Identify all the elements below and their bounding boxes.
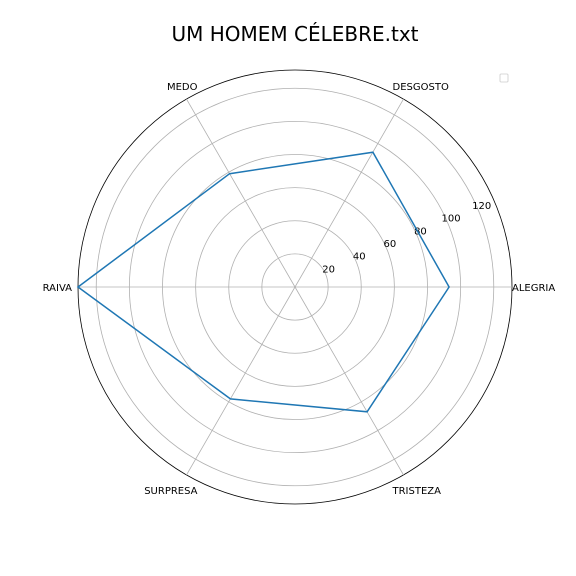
spoke-desgosto [294, 98, 404, 288]
chart-title: UM HOMEM CÉLEBRE.txt [171, 22, 418, 46]
category-label-surpresa: SURPRESA [144, 486, 197, 497]
radial-tick-label: 80 [414, 226, 427, 237]
spoke-tristeza [294, 286, 404, 476]
category-labels: ALEGRIA DESGOSTO MEDO RAIVA SURPRESA TRISTEZA [43, 82, 556, 497]
radial-tick-label: 60 [383, 239, 396, 250]
series-line-0 [76, 151, 450, 413]
series-layer [76, 151, 450, 413]
category-label-raiva: RAIVA [43, 283, 73, 294]
radial-tick-label: 20 [322, 264, 335, 275]
spoke-surpresa [186, 286, 296, 476]
spoke-layer [78, 98, 512, 476]
category-label-medo: MEDO [167, 82, 198, 93]
radial-tick-label: 120 [472, 201, 491, 212]
category-label-tristeza: TRISTEZA [392, 486, 442, 497]
category-label-desgosto: DESGOSTO [393, 82, 449, 93]
legend-box [499, 73, 509, 83]
tick-labels: 20 40 60 80 100 120 [322, 201, 491, 275]
category-label-alegria: ALEGRIA [512, 283, 555, 294]
radial-tick-label: 100 [441, 214, 460, 225]
radial-tick-label: 40 [353, 252, 366, 263]
spoke-medo [186, 98, 296, 288]
